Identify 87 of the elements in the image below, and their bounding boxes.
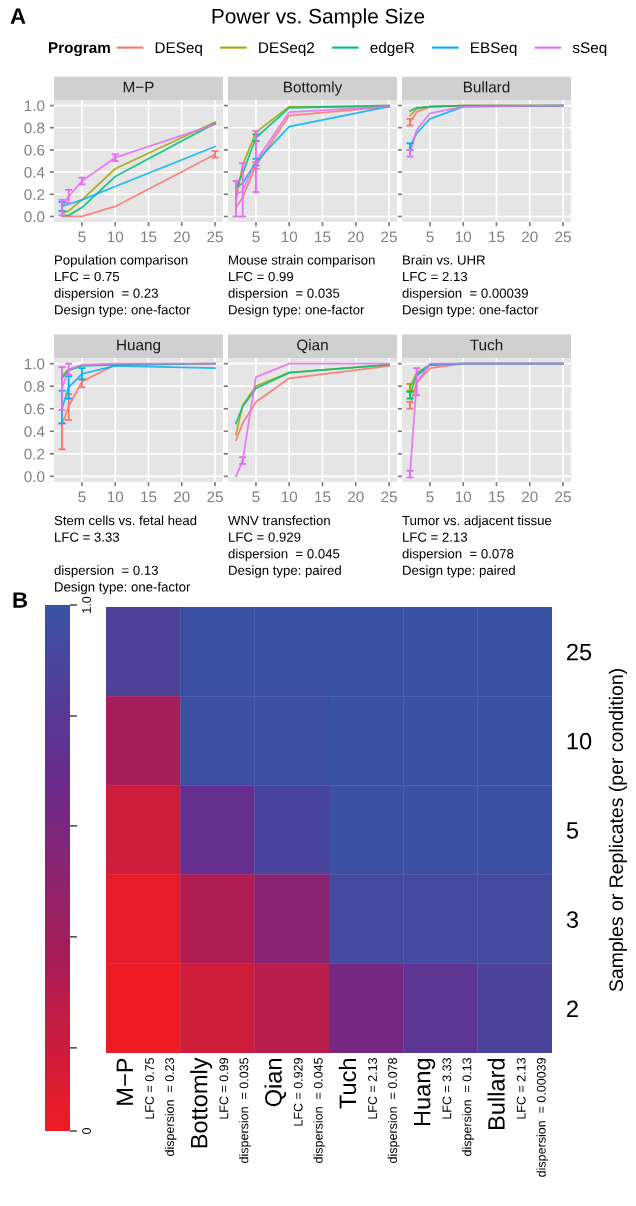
x-tick-label: 10 — [455, 231, 472, 243]
y-tick-label: 0.2 — [24, 189, 45, 200]
x-tick-label: 20 — [174, 491, 190, 503]
y-tick-label: 0.4 — [24, 166, 45, 178]
y-axis-title: Samples or Replicates (per condition) — [608, 669, 627, 992]
x-tick-label: 20 — [522, 231, 538, 243]
legend-label: DESeq2 — [259, 42, 315, 57]
text: dispersion = 0.23 — [164, 1058, 177, 1156]
x-tick-label: 20 — [348, 231, 364, 243]
chart-title: Qian — [297, 339, 328, 354]
x-tick-label: 5 — [252, 231, 260, 243]
text: B — [13, 592, 28, 608]
text: dispersion = 0.045 — [313, 1057, 326, 1163]
x-tick-label: 15 — [141, 491, 157, 503]
chart-title: Huang — [117, 339, 161, 354]
legend-title: Program — [49, 42, 110, 57]
x-tick-label: Bullard — [487, 1058, 505, 1130]
color-bar-label: 0 — [82, 1128, 91, 1134]
text: LFC = 0.75 — [145, 1057, 154, 1119]
y-tick-label: 0.4 — [24, 426, 45, 437]
text: dispersion = 0.13 — [462, 1058, 474, 1156]
y-tick-label: 0.6 — [24, 144, 45, 156]
x-tick-label: 10 — [281, 231, 298, 243]
y-tick-label: 2 — [567, 1000, 578, 1017]
y-tick-label: 0.0 — [24, 211, 45, 223]
x-tick-label: Tuch — [338, 1058, 357, 1109]
text: LFC = 3.33 — [442, 1058, 452, 1119]
text: Population comparison LFC = 0.75 dispersion = 0.23 Design type: one-factor — [54, 254, 191, 318]
x-tick-label: 25 — [207, 491, 223, 503]
chart-title: Bottomly — [284, 81, 343, 96]
x-tick-label: 10 — [107, 491, 124, 503]
text: Tumor vs. adjacent tissue LFC = 2.13 dispersion = 0.078 Design type: paired — [402, 515, 552, 578]
text: Brain vs. UHR LFC = 2.13 dispersion = 0.00039 Design type: one-factor — [402, 254, 539, 318]
y-tick-label: 5 — [566, 822, 579, 839]
x-tick-label: 5 — [426, 231, 434, 243]
text: A — [10, 8, 26, 24]
x-tick-label: 15 — [489, 231, 505, 243]
chart-title: Bullard — [463, 81, 510, 93]
y-tick-label: 0.2 — [24, 448, 45, 460]
text: LFC = 2.13 — [368, 1058, 377, 1119]
text: dispersion = 0.035 — [239, 1057, 251, 1163]
x-tick-label: 15 — [315, 231, 331, 243]
y-tick-label: 0.6 — [24, 403, 45, 415]
x-tick-label: Huang — [414, 1058, 436, 1126]
x-tick-label: 25 — [381, 491, 397, 503]
x-tick-label: 25 — [381, 231, 397, 243]
y-tick-label: 0.0 — [24, 471, 45, 483]
x-tick-label: 5 — [426, 491, 434, 503]
text: Power vs. Sample Size — [212, 8, 425, 28]
x-tick-label: 15 — [489, 491, 505, 503]
x-tick-label: 10 — [455, 491, 472, 503]
text: LFC = 0.929 — [293, 1058, 303, 1126]
x-tick-label: 20 — [522, 491, 538, 503]
x-tick-label: Qian — [264, 1058, 287, 1107]
legend-label: edgeR — [370, 41, 415, 57]
y-tick-label: 0.8 — [24, 122, 45, 134]
text: dispersion = 0.078 — [387, 1058, 400, 1163]
text: Mouse strain comparison LFC = 0.99 dispersion = 0.035 Design type: one-factor — [228, 254, 375, 318]
x-tick-label: 25 — [207, 231, 223, 243]
x-tick-label: 15 — [315, 491, 331, 503]
x-tick-label: 20 — [174, 231, 190, 243]
x-tick-label: 20 — [348, 491, 364, 503]
x-tick-label: 5 — [78, 491, 86, 503]
x-tick-label: 5 — [78, 231, 86, 243]
chart-title: M−P — [123, 81, 154, 93]
legend-label: sSeq — [572, 42, 607, 57]
y-tick-label: 1.0 — [24, 100, 45, 112]
text: dispersion = 0.00039 — [536, 1058, 549, 1177]
y-tick-label: 1.0 — [24, 358, 45, 370]
x-tick-label: 10 — [107, 231, 124, 243]
y-tick-label: 3 — [566, 911, 578, 928]
text: WNV transfection LFC = 0.929 dispersion = 0.045 Design type: paired — [228, 515, 341, 578]
legend-label: DESeq — [155, 42, 202, 57]
x-tick-label: 10 — [281, 491, 298, 503]
color-bar-label: 1.0 — [82, 596, 91, 613]
x-tick-label: M−P — [116, 1058, 133, 1105]
x-tick-label: Bottomly — [190, 1057, 213, 1148]
y-tick-label: 25 — [567, 643, 592, 661]
text: LFC = 0.99 — [219, 1058, 229, 1119]
y-tick-label: 10 — [567, 732, 592, 750]
text: LFC = 2.13 — [516, 1058, 526, 1119]
y-tick-label: 0.8 — [24, 381, 45, 392]
text: Stem cells vs. fetal head LFC = 3.33 dispersion = 0.13 Design type: one-factor — [54, 515, 197, 595]
x-tick-label: 5 — [252, 491, 260, 503]
chart-title: Tuch — [470, 339, 503, 351]
legend-label: EBSeq — [471, 42, 517, 57]
x-tick-label: 15 — [141, 231, 157, 243]
